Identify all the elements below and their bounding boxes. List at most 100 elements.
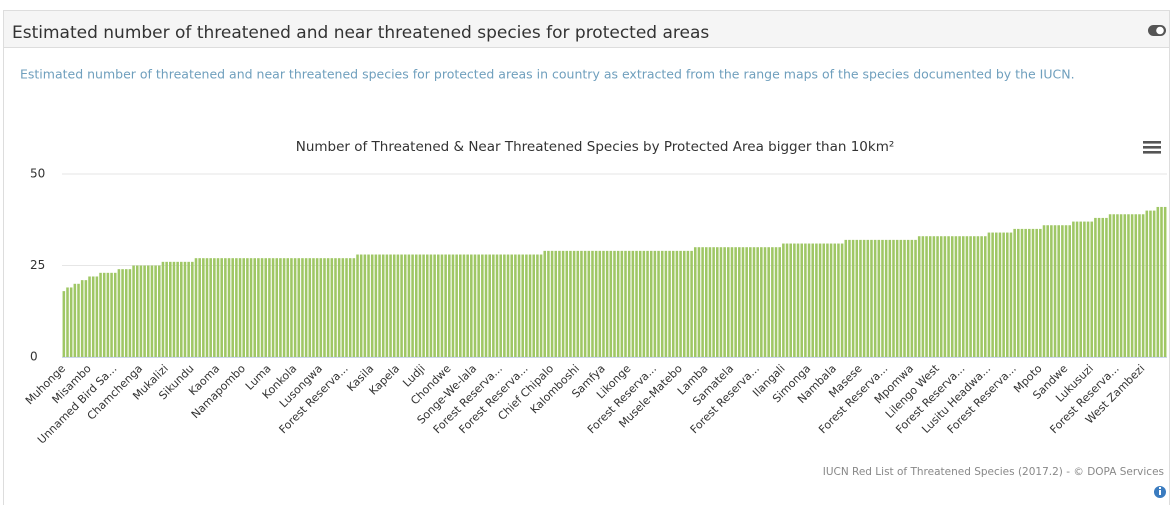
bar (146, 265, 150, 357)
bar (668, 250, 671, 357)
bar (99, 272, 102, 357)
bar (895, 239, 899, 357)
bar (914, 239, 917, 357)
y-tick-label: 0 (30, 350, 38, 364)
bar (958, 236, 961, 357)
panel-description: Estimated number of threatened and near … (20, 67, 1075, 82)
bar (1119, 214, 1123, 357)
bar (132, 265, 135, 357)
bar (249, 258, 253, 357)
bar (627, 250, 631, 357)
bar (62, 291, 66, 357)
bar (910, 239, 914, 357)
bar (697, 247, 701, 357)
bar (246, 258, 249, 357)
bar (1130, 214, 1134, 357)
bar (330, 258, 334, 357)
chart-title: Number of Threatened & Near Threatened S… (296, 139, 895, 155)
bar (315, 258, 319, 357)
bar (723, 247, 726, 357)
bar (165, 261, 168, 357)
bar (727, 247, 730, 357)
bar (928, 236, 932, 357)
bar (1141, 214, 1145, 357)
bar (818, 243, 822, 357)
bar (66, 287, 69, 357)
bar (972, 236, 976, 357)
bar (532, 254, 536, 357)
panel (3, 10, 1170, 509)
bar (525, 254, 528, 357)
bar (675, 250, 679, 357)
bar (961, 236, 965, 357)
bar (455, 254, 458, 357)
bar (804, 243, 807, 357)
bar (425, 254, 429, 357)
bar (459, 254, 462, 357)
bar (128, 269, 132, 357)
bar (220, 258, 223, 357)
bar (224, 258, 227, 357)
bar (488, 254, 491, 357)
bar (613, 250, 616, 357)
bar (124, 269, 128, 357)
menu-button[interactable] (1143, 141, 1161, 154)
bar (213, 258, 216, 357)
panel-header (4, 11, 1169, 47)
bar (95, 276, 99, 357)
bar (539, 254, 543, 357)
bar (660, 250, 664, 357)
bar (1035, 228, 1038, 357)
bar (1020, 228, 1024, 357)
bar (1094, 217, 1097, 357)
bar (121, 269, 124, 357)
bar (308, 258, 312, 357)
bar (708, 247, 712, 357)
bar (326, 258, 330, 357)
y-tick-label: 25 (30, 258, 45, 272)
bar (925, 236, 928, 357)
bar (484, 254, 488, 357)
bar (172, 261, 176, 357)
bar (264, 258, 268, 357)
bar (271, 258, 275, 357)
bar (550, 250, 554, 357)
bar (216, 258, 220, 357)
bar (1127, 214, 1130, 357)
bar (337, 258, 341, 357)
bar (866, 239, 870, 357)
bar (113, 272, 117, 357)
info-icon[interactable] (1154, 486, 1166, 498)
bar (503, 254, 506, 357)
bar (495, 254, 499, 357)
bar (598, 250, 602, 357)
toggle-icon[interactable] (1148, 25, 1166, 36)
bar (356, 254, 359, 357)
bar (884, 239, 888, 357)
bar (1108, 214, 1112, 357)
bar (638, 250, 642, 357)
bar (1050, 225, 1053, 357)
bar (917, 236, 921, 357)
bar (528, 254, 532, 357)
bar (143, 265, 146, 357)
bar (591, 250, 594, 357)
bar (110, 272, 113, 357)
bar (297, 258, 301, 357)
bar (767, 247, 770, 357)
bar (859, 239, 862, 357)
bar (635, 250, 638, 357)
bar (829, 243, 833, 357)
bar (653, 250, 657, 357)
y-tick-label: 50 (30, 167, 45, 181)
bar (1006, 232, 1009, 357)
bar (716, 247, 719, 357)
bar (506, 254, 510, 357)
bar (730, 247, 734, 357)
bar (712, 247, 715, 357)
bar (323, 258, 326, 357)
bar (293, 258, 297, 357)
bar (392, 254, 396, 357)
bar (1057, 225, 1060, 357)
bar (1039, 228, 1042, 357)
